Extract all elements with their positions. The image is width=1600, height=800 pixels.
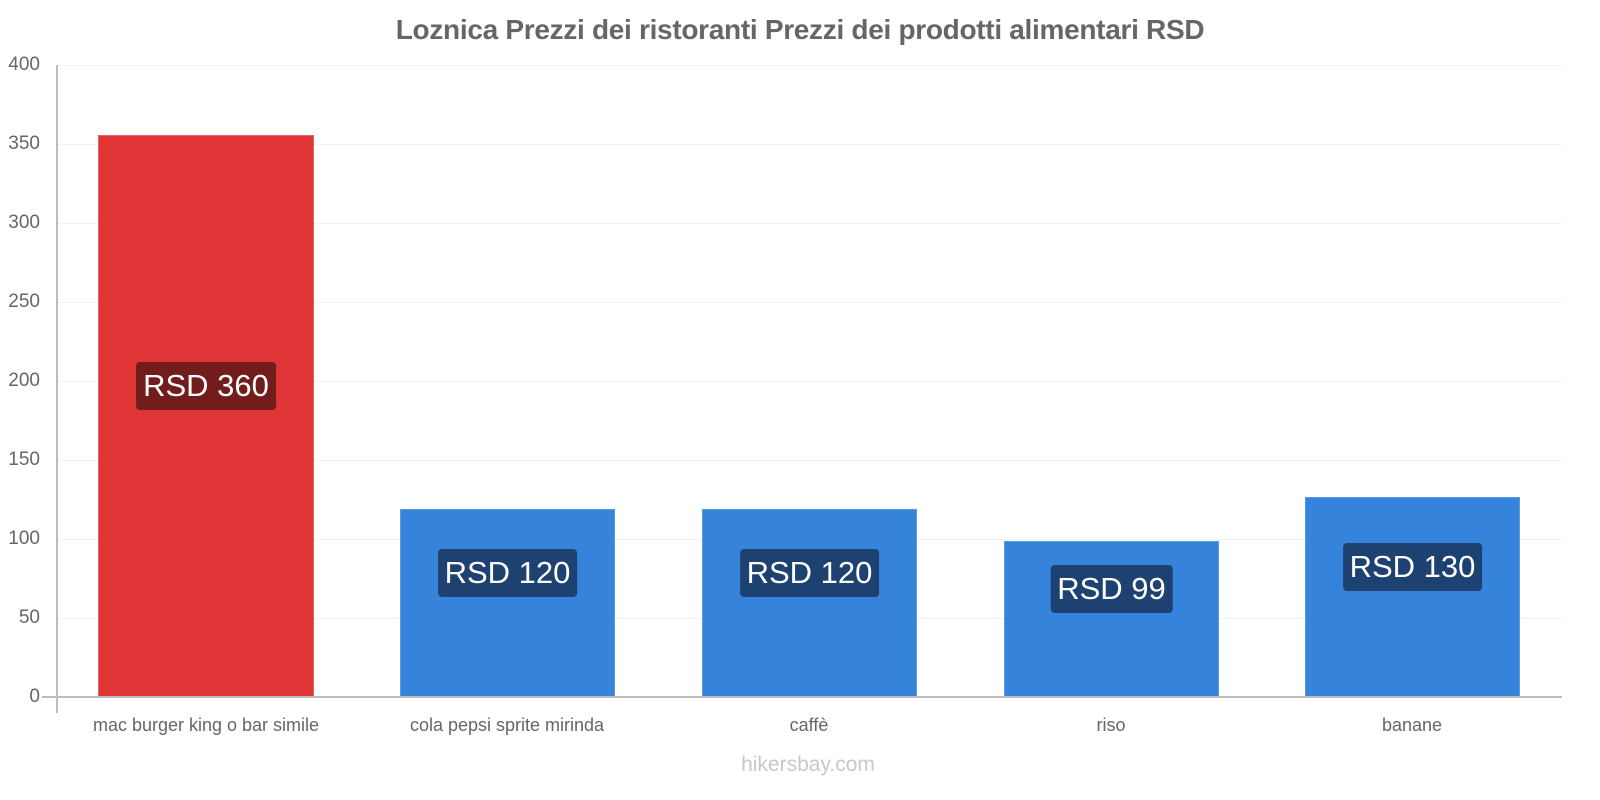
gridline-400 <box>56 65 1562 66</box>
gridline-250 <box>56 302 1562 303</box>
x-tick-label: cola pepsi sprite mirinda <box>409 715 605 735</box>
bar-mac-burger: RSD 360 <box>98 135 314 697</box>
y-tick-label: 150 <box>8 449 40 470</box>
y-tick-label: 400 <box>8 54 40 75</box>
gridline-350 <box>56 144 1562 145</box>
gridline-150 <box>56 460 1562 461</box>
chart-title: Loznica Prezzi dei ristoranti Prezzi dei… <box>395 14 1205 45</box>
bar-riso: RSD 99 <box>1004 541 1219 697</box>
gridline-200 <box>56 381 1562 382</box>
bar-cola: RSD 120 <box>400 509 615 697</box>
x-tick-label: riso <box>1096 715 1126 735</box>
data-label: RSD 99 <box>1050 565 1173 613</box>
plot-area: 400 350 300 250 200 150 100 50 0 RSD 360… <box>8 54 1562 713</box>
y-axis-line <box>56 65 58 713</box>
bar-banane: RSD 130 <box>1305 497 1520 697</box>
y-tick-label: 350 <box>8 133 40 154</box>
data-label: RSD 130 <box>1342 543 1483 591</box>
y-tick-label: 0 <box>29 686 40 707</box>
y-tick-label: 250 <box>8 291 40 312</box>
x-tick-label: caffè <box>789 715 829 735</box>
watermark: hikersbay.com <box>741 753 875 776</box>
data-label: RSD 360 <box>136 362 276 410</box>
data-label: RSD 120 <box>437 549 578 597</box>
x-tick-label: banane <box>1381 715 1443 735</box>
bar-caffe: RSD 120 <box>702 509 917 697</box>
x-tick-label: mac burger king o bar simile <box>92 715 320 735</box>
y-tick-label: 300 <box>8 212 40 233</box>
y-tick-label: 200 <box>8 370 40 391</box>
data-label: RSD 120 <box>739 549 880 597</box>
y-tick-label: 50 <box>18 607 40 628</box>
y-tick-label: 100 <box>8 528 40 549</box>
gridline-300 <box>56 223 1562 224</box>
x-axis-line <box>42 696 1562 698</box>
